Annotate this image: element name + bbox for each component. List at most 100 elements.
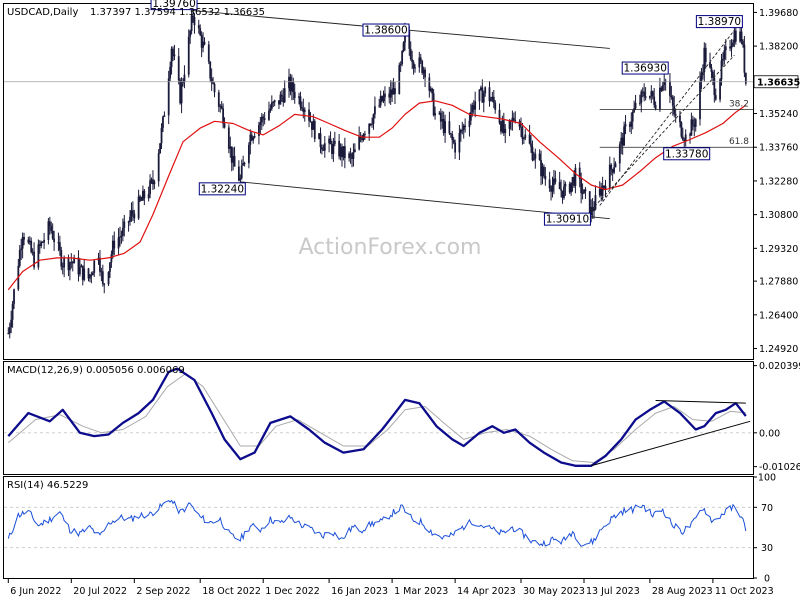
candle bbox=[240, 159, 243, 180]
y-tick-label: 1.30800 bbox=[759, 210, 798, 221]
candle-body bbox=[502, 120, 505, 134]
candle bbox=[670, 85, 673, 100]
candle-body bbox=[131, 210, 134, 214]
x-tick-label: 6 Jun 2022 bbox=[10, 586, 61, 597]
candle-body bbox=[50, 226, 53, 231]
candle bbox=[31, 248, 34, 256]
candle bbox=[674, 108, 677, 123]
candle-body bbox=[87, 268, 90, 279]
candle bbox=[452, 136, 455, 145]
candles bbox=[7, 9, 747, 339]
candle bbox=[432, 89, 435, 117]
candle bbox=[478, 89, 481, 110]
candle bbox=[598, 181, 601, 198]
candle-body bbox=[91, 272, 94, 276]
price-label: 1.36930 bbox=[621, 61, 669, 75]
candle-body bbox=[53, 238, 56, 243]
candle bbox=[83, 259, 86, 282]
candle bbox=[219, 103, 222, 113]
candle bbox=[37, 239, 40, 270]
candle bbox=[472, 100, 475, 114]
candle bbox=[703, 42, 706, 82]
candle-body bbox=[263, 118, 266, 120]
candle-body bbox=[162, 116, 164, 128]
macd-panel: 0.020399 0.00 -0.01026 bbox=[4, 361, 800, 473]
candle-body bbox=[563, 186, 565, 198]
candle bbox=[77, 250, 80, 282]
candle-body bbox=[488, 87, 491, 102]
candle-body bbox=[110, 254, 113, 263]
candle-body bbox=[388, 93, 391, 98]
candle-body bbox=[8, 327, 11, 334]
candle-body bbox=[260, 116, 263, 123]
candle bbox=[481, 79, 484, 103]
candle bbox=[279, 91, 282, 105]
candle-body bbox=[693, 124, 696, 127]
candle-body bbox=[270, 102, 273, 109]
candle-body bbox=[300, 106, 303, 109]
macd-line bbox=[7, 367, 747, 467]
last-price-label: 1.36635 bbox=[757, 77, 800, 88]
candle bbox=[372, 113, 375, 130]
candle-body bbox=[564, 183, 567, 187]
candle-body bbox=[441, 119, 444, 122]
candle-body bbox=[584, 189, 587, 192]
candle bbox=[654, 101, 657, 111]
candle-body bbox=[568, 183, 571, 193]
candle-body bbox=[339, 146, 342, 157]
candle-body bbox=[638, 102, 641, 104]
x-tick-label: 2 Sep 2022 bbox=[136, 586, 190, 597]
candle bbox=[282, 88, 285, 107]
candle-body bbox=[681, 136, 684, 140]
candle bbox=[553, 169, 555, 195]
candle bbox=[182, 78, 184, 87]
y-tick-label: 1.39680 bbox=[759, 8, 798, 19]
candle bbox=[220, 101, 223, 110]
candle bbox=[422, 66, 425, 80]
candle-body bbox=[384, 93, 386, 98]
candle bbox=[91, 271, 94, 276]
candle-body bbox=[581, 193, 584, 195]
candle-body bbox=[481, 87, 484, 103]
candle bbox=[7, 327, 10, 335]
x-tick-label: 1 Dec 2022 bbox=[265, 586, 320, 597]
candle-body bbox=[80, 265, 83, 268]
candle bbox=[522, 136, 525, 144]
price-label: 1.38600 bbox=[362, 23, 410, 37]
candle bbox=[232, 147, 235, 171]
candle-body bbox=[63, 258, 66, 268]
candle bbox=[243, 161, 246, 167]
candle bbox=[167, 70, 170, 125]
candle bbox=[398, 62, 401, 95]
rsi-y-tick-label: 30 bbox=[761, 543, 773, 554]
candle bbox=[50, 221, 53, 234]
candle-body bbox=[212, 82, 214, 84]
candle bbox=[648, 95, 651, 100]
candle-body bbox=[671, 97, 674, 106]
candle-body bbox=[498, 109, 501, 124]
price-label-box bbox=[543, 212, 591, 226]
candle-body bbox=[338, 140, 341, 157]
candle-body bbox=[68, 262, 71, 271]
candle-body bbox=[628, 124, 631, 127]
price-label-box bbox=[198, 182, 246, 196]
candle-body bbox=[113, 240, 116, 249]
x-tick-label: 13 Jul 2023 bbox=[586, 586, 640, 597]
candle-body bbox=[167, 78, 170, 116]
candle-body bbox=[130, 210, 133, 217]
candle bbox=[319, 127, 322, 154]
price-label: 1.33780 bbox=[663, 147, 711, 161]
candle-body bbox=[349, 153, 352, 156]
candle bbox=[288, 68, 290, 98]
candle bbox=[212, 77, 214, 85]
candle bbox=[308, 102, 310, 128]
candle bbox=[8, 322, 11, 339]
candle-body bbox=[13, 289, 15, 304]
candle-body bbox=[308, 109, 310, 121]
candle-body bbox=[540, 160, 542, 177]
candle bbox=[588, 191, 591, 217]
candle bbox=[290, 74, 293, 101]
candle-body bbox=[448, 121, 451, 134]
candle-body bbox=[398, 65, 401, 95]
candle-body bbox=[558, 182, 561, 190]
